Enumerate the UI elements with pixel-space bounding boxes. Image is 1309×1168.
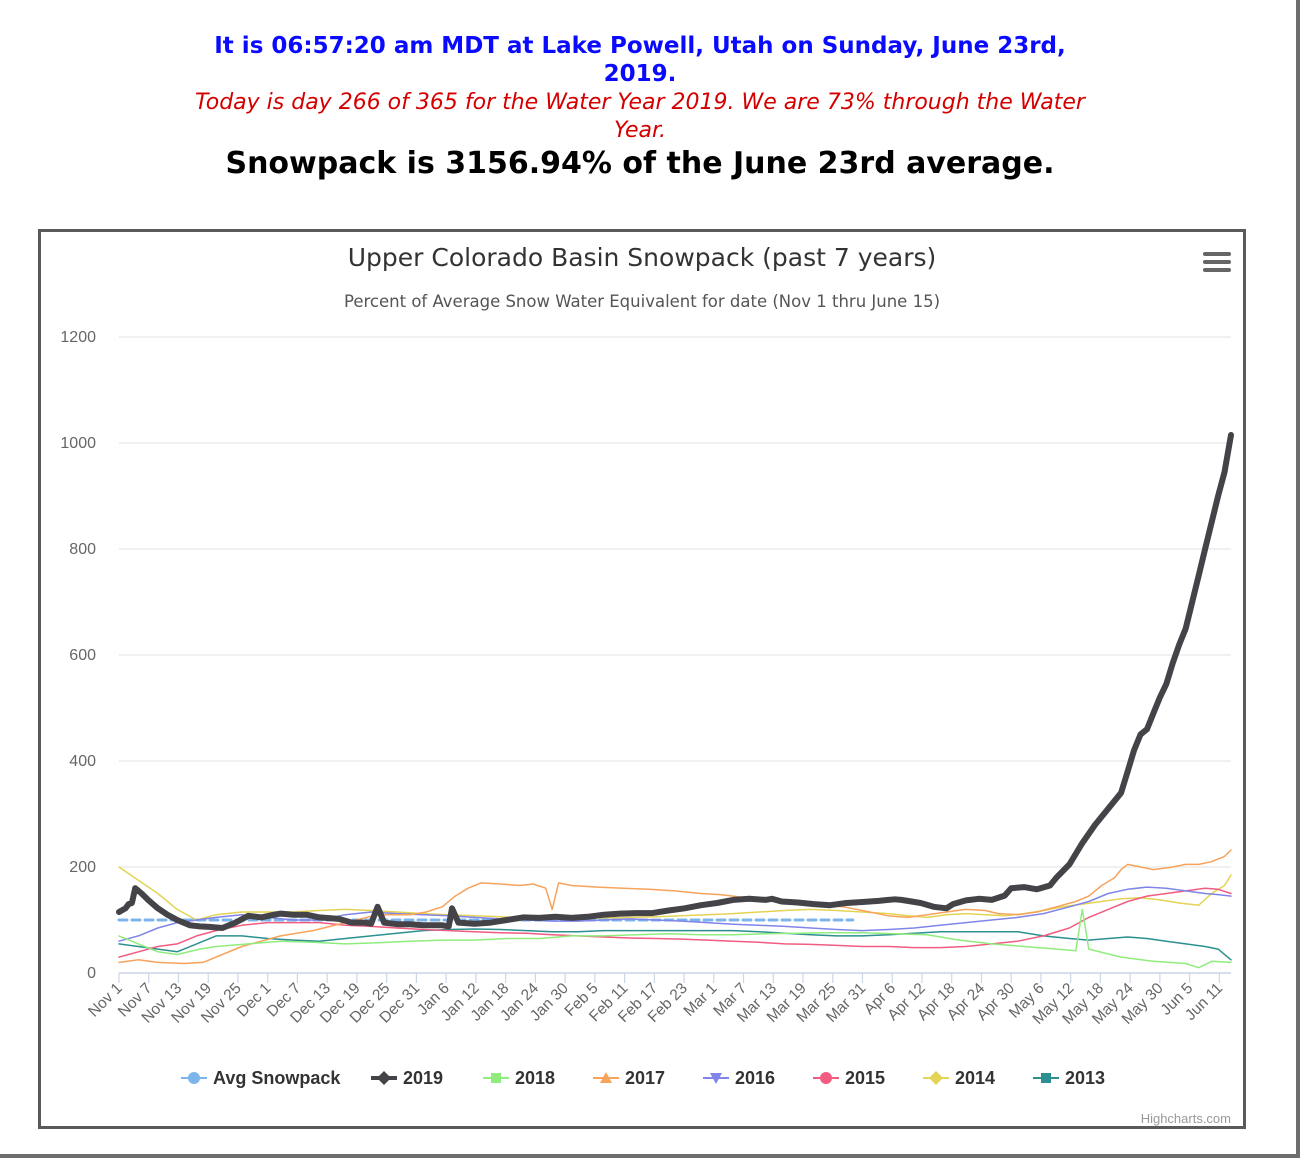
legend-label: 2013 [1065, 1068, 1105, 1088]
menu-bar [1203, 260, 1231, 264]
legend-marker-diamond [929, 1071, 943, 1085]
y-tick-label: 800 [69, 541, 96, 558]
legend-label: 2016 [735, 1068, 775, 1088]
series-line-2018[interactable] [118, 908, 1232, 969]
legend: Avg Snowpack 2019 2018 2017 2016 2015 2014 2013 [181, 1068, 1105, 1088]
y-tick-label: 200 [69, 859, 96, 876]
plot-series [116, 432, 1234, 969]
legend-marker-circle [188, 1072, 200, 1084]
legend-item-2015[interactable]: 2015 [813, 1068, 885, 1088]
legend-item-2017[interactable]: 2017 [593, 1068, 665, 1088]
highcharts-credit-link[interactable]: Highcharts.com [1141, 1111, 1231, 1126]
legend-marker-triangle-down [710, 1073, 722, 1084]
y-tick-label: 400 [69, 753, 96, 770]
legend-item-2018[interactable]: 2018 [483, 1068, 555, 1088]
legend-item-2019[interactable]: 2019 [371, 1068, 443, 1088]
legend-item-2013[interactable]: 2013 [1033, 1068, 1105, 1088]
legend-marker-circle [820, 1072, 832, 1084]
legend-label: 2019 [403, 1068, 443, 1088]
legend-item-2016[interactable]: 2016 [703, 1068, 775, 1088]
y-gridlines [119, 336, 1231, 974]
series-line-2016[interactable] [118, 886, 1232, 942]
menu-bar [1203, 268, 1231, 272]
chart-canvas: Upper Colorado Basin Snowpack (past 7 ye… [60, 243, 1234, 1126]
chart-subtitle: Percent of Average Snow Water Equivalent… [344, 292, 940, 311]
y-tick-label: 0 [87, 965, 96, 982]
y-tick-label: 1200 [60, 329, 96, 346]
y-tick-label: 1000 [60, 435, 96, 452]
legend-label: Avg Snowpack [213, 1068, 341, 1088]
hamburger-menu-icon[interactable] [1203, 252, 1231, 276]
legend-label: 2017 [625, 1068, 665, 1088]
current-time-heading: It is 06:57:20 am MDT at Lake Powell, Ut… [214, 33, 1066, 87]
menu-bar [1203, 252, 1231, 256]
legend-marker-square [1041, 1073, 1051, 1083]
legend-item-2014[interactable]: 2014 [923, 1068, 995, 1088]
legend-marker-triangle [600, 1072, 612, 1083]
water-year-progress-text: Today is day 266 of 365 for the Water Ye… [195, 90, 1085, 143]
x-tick-label: Mar 1 [681, 980, 721, 1020]
y-tick-label: 600 [69, 647, 96, 664]
snowpack-percent-heading: Snowpack is 3156.94% of the June 23rd av… [225, 146, 1055, 181]
chart-title: Upper Colorado Basin Snowpack (past 7 ye… [348, 243, 937, 272]
series-line-2015[interactable] [118, 887, 1232, 958]
legend-item-avg-snowpack[interactable]: Avg Snowpack [181, 1068, 341, 1088]
series-line-2019[interactable] [116, 432, 1234, 931]
snowpack-chart: Upper Colorado Basin Snowpack (past 7 ye… [38, 229, 1246, 1129]
legend-label: 2015 [845, 1068, 885, 1088]
series-line-2013[interactable] [118, 928, 1232, 961]
y-axis-labels: 0 200 400 600 800 1000 1200 [60, 329, 96, 982]
legend-label: 2014 [955, 1068, 995, 1088]
series-line-2014[interactable] [118, 866, 1232, 921]
legend-marker-square [491, 1073, 501, 1083]
legend-label: 2018 [515, 1068, 555, 1088]
legend-marker-diamond [377, 1071, 391, 1085]
